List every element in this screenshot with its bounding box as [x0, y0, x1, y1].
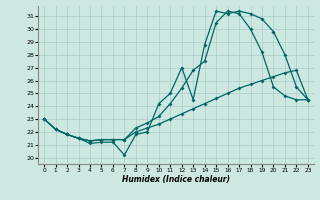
- X-axis label: Humidex (Indice chaleur): Humidex (Indice chaleur): [122, 175, 230, 184]
